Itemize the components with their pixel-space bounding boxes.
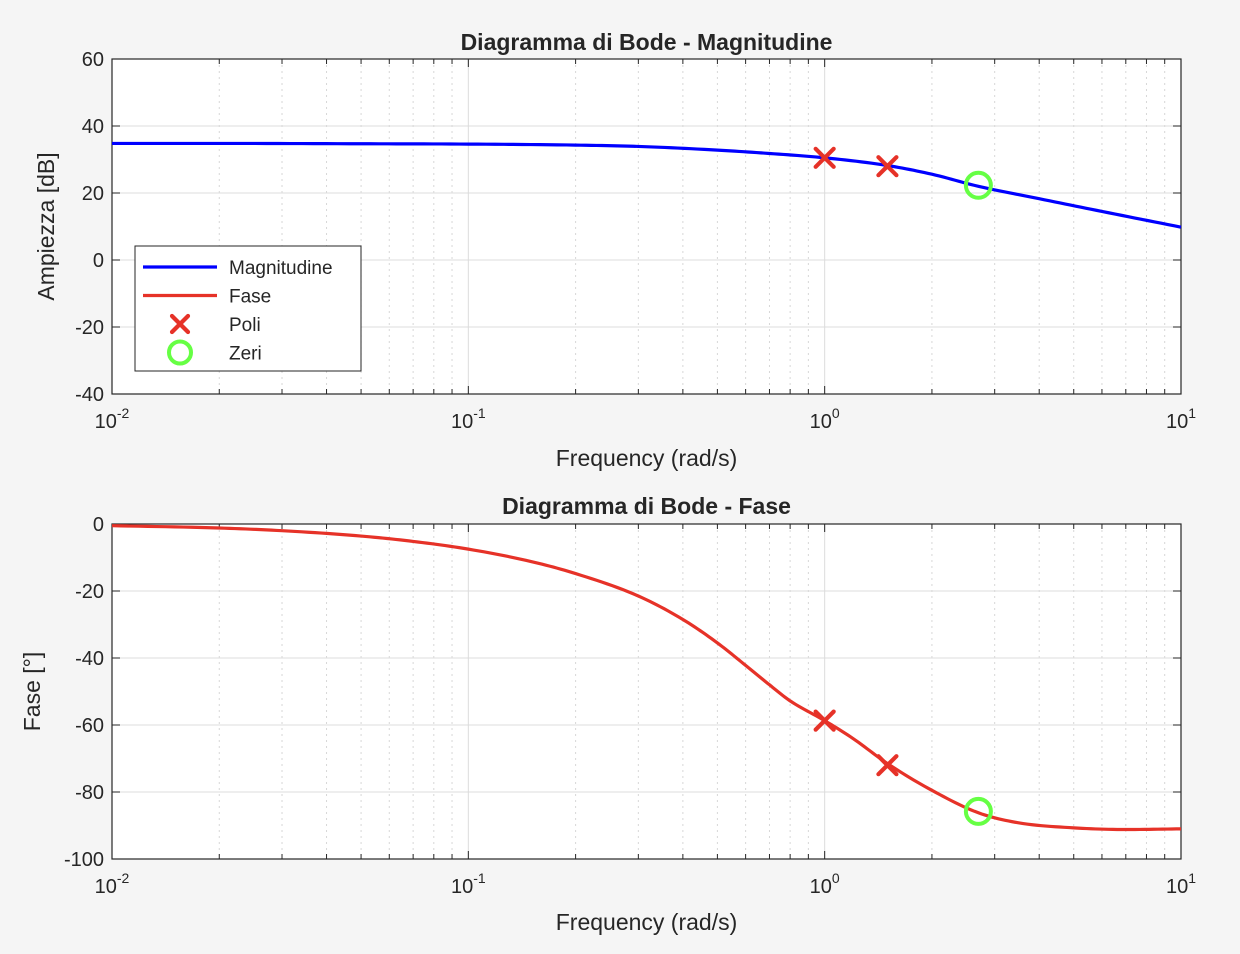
x-tick-label: 100 [810, 870, 840, 898]
series-zeri [963, 796, 993, 826]
plot-area [112, 524, 1181, 859]
x-tick-label: 101 [1166, 870, 1196, 898]
x-tick-base: 10 [95, 411, 117, 433]
pole-marker [813, 709, 836, 732]
x-tick-exponent: 1 [1188, 405, 1196, 421]
series-fase [111, 524, 1182, 832]
legend-item-zeri: Zeri [167, 339, 262, 366]
chart-title: Diagramma di Bode - Magnitudine [461, 29, 833, 55]
y-tick-label: -20 [75, 317, 104, 339]
y-tick-label: 40 [82, 116, 104, 138]
x-tick-exponent: 0 [832, 870, 840, 886]
y-tick-label: -80 [75, 782, 104, 804]
x-tick-base: 10 [451, 876, 473, 898]
y-axis-label: Ampiezza [dB] [33, 152, 59, 300]
y-tick-label: -40 [75, 384, 104, 406]
legend-label: Poli [229, 315, 261, 336]
x-axis-label: Frequency (rad/s) [556, 445, 738, 471]
legend-swatch [167, 339, 193, 366]
series-zeri [963, 170, 993, 200]
series-poli [813, 146, 899, 178]
x-axis-label: Frequency (rad/s) [556, 909, 738, 935]
series-line-fase [111, 524, 1182, 832]
y-tick-label: -40 [75, 648, 104, 670]
x-tick-base: 10 [1166, 876, 1188, 898]
x-tick-label: 10-2 [95, 405, 130, 433]
zero-marker [963, 170, 993, 200]
x-tick-base: 10 [95, 876, 117, 898]
legend-item-magnitudine: Magnitudine [143, 258, 333, 279]
y-tick-label: 0 [93, 250, 104, 272]
x-tick-base: 10 [810, 411, 832, 433]
x-tick-base: 10 [810, 876, 832, 898]
legend-label: Magnitudine [229, 258, 333, 279]
pole-marker [813, 146, 836, 169]
y-axis-label: Fase [°] [19, 652, 45, 732]
y-tick-label: -60 [75, 715, 104, 737]
legend-item-fase: Fase [143, 287, 271, 308]
minor-grid [218, 59, 1166, 394]
x-tick-base: 10 [1166, 411, 1188, 433]
x-tick-base: 10 [451, 411, 473, 433]
legend: Magnitudine Fase Poli Zeri [134, 245, 362, 372]
legend-item-poli: Poli [169, 313, 261, 336]
x-tick-exponent: 0 [832, 405, 840, 421]
y-tick-label: -20 [75, 581, 104, 603]
minor-grid [218, 524, 1166, 859]
series-line-magnitudine [112, 141, 1182, 229]
legend-label: Zeri [229, 344, 262, 365]
x-tick-exponent: 1 [1188, 870, 1196, 886]
series-magnitudine [112, 141, 1182, 229]
legend-swatch [169, 313, 191, 335]
x-tick-label: 101 [1166, 405, 1196, 433]
axes-box [111, 523, 1182, 860]
x-tick-label: 10-2 [95, 870, 130, 898]
legend-label: Fase [229, 287, 271, 308]
zero-marker [963, 796, 993, 826]
y-tick-label: 20 [82, 183, 104, 205]
y-tick-label: -100 [64, 849, 104, 871]
x-tick-label: 10-1 [451, 870, 486, 898]
x-tick-label: 10-1 [451, 405, 486, 433]
x-tick-exponent: -2 [117, 405, 130, 421]
x-tick-exponent: -1 [473, 405, 486, 421]
x-tick-label: 100 [810, 405, 840, 433]
major-grid [112, 524, 1181, 859]
x-tick-exponent: -1 [473, 870, 486, 886]
y-tick-label: 0 [93, 514, 104, 536]
chart-title: Diagramma di Bode - Fase [502, 493, 791, 519]
y-tick-label: 60 [82, 49, 104, 71]
x-tick-exponent: -2 [117, 870, 130, 886]
series-poli [813, 709, 899, 777]
pole-marker [876, 754, 899, 777]
pole-marker [876, 155, 899, 178]
